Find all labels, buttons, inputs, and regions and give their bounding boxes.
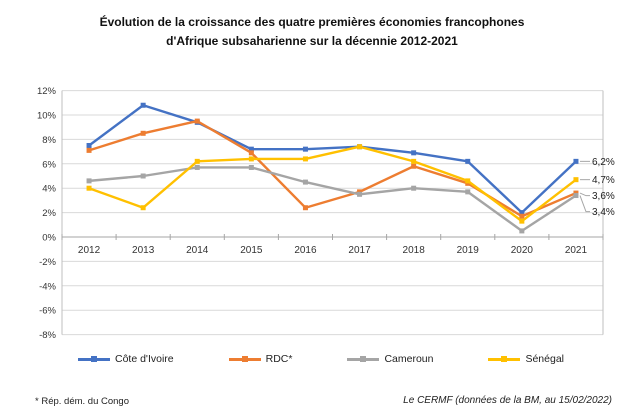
y-tick-label: -6% [39,306,56,317]
data-point-rdc [140,130,146,136]
data-point-rdc [86,147,92,153]
line-marker-swatch-icon [228,354,261,364]
end-label: 3,6% [592,191,615,202]
chart-title: Évolution de la croissance des quatre pr… [99,15,525,48]
legend-label: Sénégal [525,353,564,365]
end-label: 4,7% [592,175,615,186]
source-credit: Le CERMF (données de la BM, au 15/02/202… [403,395,612,406]
data-point-s-n-gal [194,158,200,164]
data-point-cameroun [248,164,254,170]
data-point-s-n-gal [357,144,363,150]
legend-label: Cameroun [384,353,434,365]
data-point-cameroun [86,178,92,184]
data-point-cameroun [357,191,363,197]
data-point-s-n-gal [248,156,254,162]
data-point-cameroun [519,228,525,234]
x-tick-label: 2018 [403,245,426,256]
x-tick-label: 2017 [348,245,371,256]
data-point-rdc [411,163,417,169]
data-point-c-te-d-ivoire [86,143,92,148]
y-tick-label: 12% [37,86,57,97]
data-point-rdc [248,150,254,156]
legend-item-cote-divoire: Côte d'Ivoire [78,353,174,365]
y-tick-label: 0% [42,233,56,244]
y-tick-label: -2% [39,257,56,268]
data-point-s-n-gal [519,218,525,224]
x-tick-label: 2012 [78,245,101,256]
x-tick-label: 2015 [240,245,263,256]
data-point-c-te-d-ivoire [519,210,525,216]
end-label-leader-line [579,195,590,213]
data-point-s-n-gal [86,185,92,191]
data-point-s-n-gal [140,205,146,211]
data-point-cameroun [140,173,146,179]
y-tick-label: 2% [42,208,56,219]
data-point-c-te-d-ivoire [140,102,146,108]
growth-line-chart: 12% 10% 8% 6% 4% 2% 0% -2% -4% -6% -8% 2012 2013 2014… [37,86,615,341]
data-point-s-n-gal [302,156,308,162]
series-line-rdc [87,119,578,218]
series-line-c-te-d-ivoire [87,104,578,214]
data-point-c-te-d-ivoire [302,146,308,152]
data-point-s-n-gal [411,158,417,164]
data-point-rdc [194,118,200,124]
data-point-s-n-gal [573,177,579,183]
y-tick-label: 8% [42,135,56,146]
data-point-cameroun [465,189,471,195]
line-marker-swatch-icon [78,354,110,364]
data-point-cameroun [573,193,579,199]
y-tick-label: -4% [39,281,56,292]
series-line-cameroun [87,166,578,233]
end-label-leader-line [579,192,590,197]
x-tick-label: 2014 [186,245,209,256]
data-point-s-n-gal [465,178,471,184]
data-point-cameroun [411,185,417,191]
data-point-c-te-d-ivoire [465,158,471,164]
data-point-cameroun [302,179,308,185]
legend-item-senegal: Sénégal [488,353,564,365]
end-label: 6,2% [592,157,615,168]
x-tick-label: 2013 [132,245,155,256]
y-tick-label: 6% [42,159,56,170]
footnote-rdc-definition: * Rép. dém. du Congo [35,396,130,407]
data-point-c-te-d-ivoire [248,146,254,152]
legend-item-cameroun: Cameroun [347,353,433,365]
line-marker-swatch-icon [347,354,380,364]
line-marker-swatch-icon [488,354,521,364]
x-tick-label: 2019 [457,245,480,256]
series-line-s-n-gal [87,145,578,223]
x-tick-label: 2016 [294,245,317,256]
data-point-rdc [519,213,525,219]
data-point-cameroun [194,164,200,170]
y-tick-label: -8% [39,330,56,341]
y-tick-label: 10% [37,111,57,122]
end-label: 3,4% [592,207,615,218]
legend-label: Côte d'Ivoire [115,353,174,365]
chart-legend: Côte d'Ivoire RDC* Cameroun Sénégal [78,353,564,365]
data-point-rdc [302,205,308,211]
x-tick-label: 2021 [565,245,588,256]
x-tick-label: 2020 [511,245,534,256]
y-tick-label: 4% [42,184,56,195]
data-point-c-te-d-ivoire [411,150,417,156]
legend-label: RDC* [265,353,293,365]
legend-item-rdc: RDC* [228,353,293,365]
data-point-c-te-d-ivoire [573,158,579,164]
